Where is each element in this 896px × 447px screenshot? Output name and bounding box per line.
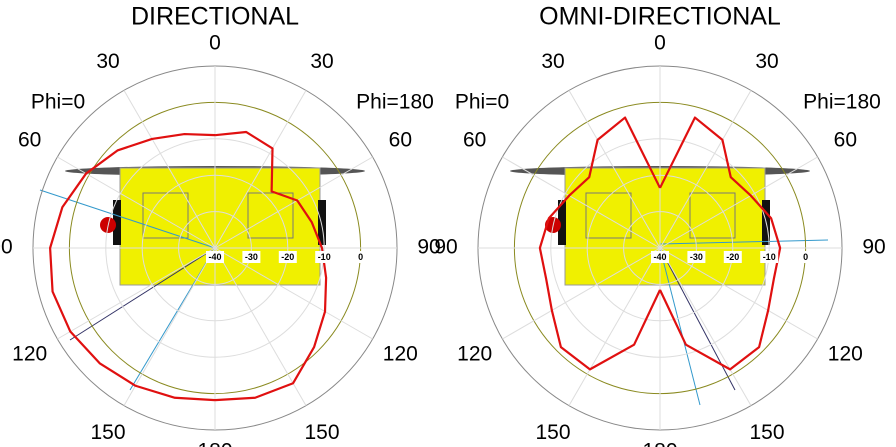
board-panel — [689, 192, 736, 239]
theta-tick-label: 60 — [463, 129, 486, 152]
r-tick-box — [651, 251, 669, 263]
series-label: Phi=0 — [455, 91, 509, 114]
series-label: Phi=0 — [31, 91, 85, 114]
board-connector — [318, 200, 326, 245]
board-panel — [142, 192, 189, 239]
theta-grid — [502, 156, 661, 249]
ray — [659, 239, 829, 245]
board-panel — [247, 192, 294, 239]
theta-tick-label: 0 — [209, 32, 221, 55]
r-tick-label: -30 — [245, 252, 258, 262]
r-tick-label: -40 — [653, 252, 666, 262]
theta-grid — [214, 247, 373, 340]
theta-tick-label: 90 — [0, 236, 13, 259]
theta-tick-label: 120 — [12, 343, 47, 366]
theta-tick-label: 120 — [383, 343, 418, 366]
theta-grid — [659, 90, 752, 249]
series-label: Phi=180 — [356, 91, 434, 114]
theta-tick-label: 120 — [457, 343, 492, 366]
ray — [39, 189, 216, 249]
r-tick-box — [278, 251, 297, 263]
theta-grid — [123, 247, 216, 406]
theta-grid — [214, 90, 307, 249]
chart-title: OMNI-DIRECTIONAL — [539, 3, 781, 31]
ray — [659, 247, 701, 406]
r-tick-label: -40 — [208, 252, 221, 262]
theta-tick-label: 180 — [197, 440, 232, 447]
theta-grid — [659, 156, 818, 249]
board-connector — [558, 200, 566, 245]
r-tick-label: -10 — [318, 252, 331, 262]
theta-grid — [659, 247, 818, 340]
theta-grid — [659, 247, 752, 406]
board — [564, 167, 766, 286]
theta-tick-label: 60 — [18, 129, 41, 152]
r-tick-label: -10 — [763, 252, 776, 262]
theta-tick-label: 120 — [828, 343, 863, 366]
pattern-line — [214, 130, 328, 402]
theta-tick-label: 90 — [417, 236, 440, 259]
theta-grid — [568, 90, 661, 249]
r-tick-label: -30 — [690, 252, 703, 262]
series-label: Phi=180 — [803, 91, 881, 114]
theta-tick-label: 90 — [434, 236, 457, 259]
theta-grid — [214, 156, 373, 249]
r-tick-box — [796, 251, 815, 263]
theta-tick-label: 30 — [755, 50, 778, 73]
board-panel — [585, 192, 632, 239]
theta-tick-label: 60 — [834, 129, 857, 152]
r-tick-box — [760, 251, 779, 263]
r-tick-box — [723, 251, 742, 263]
theta-tick-label: 30 — [310, 50, 333, 73]
ray — [69, 247, 216, 341]
pattern-line — [538, 116, 661, 371]
theta-grid — [214, 247, 307, 406]
r-tick-box — [351, 251, 370, 263]
r-tick-box — [687, 251, 706, 263]
r-tick-box — [206, 251, 224, 263]
r-tick-label: -20 — [281, 252, 294, 262]
chart-title: DIRECTIONAL — [131, 3, 299, 31]
theta-grid — [57, 156, 216, 249]
theta-tick-label: 150 — [535, 421, 570, 444]
theta-tick-label: 30 — [96, 50, 119, 73]
theta-tick-label: 60 — [389, 129, 412, 152]
theta-grid — [57, 247, 216, 340]
board-connector — [113, 200, 121, 245]
r-tick-label: 0 — [358, 252, 363, 262]
theta-tick-label: 150 — [90, 421, 125, 444]
theta-tick-label: 180 — [642, 440, 677, 447]
r-tick-box — [242, 251, 261, 263]
theta-tick-label: 90 — [862, 236, 885, 259]
pattern-line — [49, 132, 216, 402]
theta-grid — [568, 247, 661, 406]
r-tick-label: 0 — [803, 252, 808, 262]
theta-grid — [123, 90, 216, 249]
theta-tick-label: 150 — [304, 421, 339, 444]
theta-grid — [502, 247, 661, 340]
theta-tick-label: 150 — [749, 421, 784, 444]
theta-tick-label: 0 — [654, 32, 666, 55]
r-tick-box — [315, 251, 334, 263]
theta-tick-label: 30 — [541, 50, 564, 73]
pattern-line — [659, 116, 782, 371]
r-tick-label: -20 — [726, 252, 739, 262]
